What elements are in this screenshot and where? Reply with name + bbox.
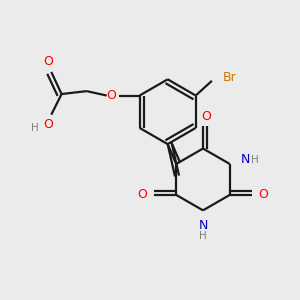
Text: N: N xyxy=(198,219,208,232)
Text: O: O xyxy=(44,55,53,68)
Text: O: O xyxy=(201,110,211,123)
Text: O: O xyxy=(107,89,117,102)
Text: H: H xyxy=(31,123,39,133)
Text: O: O xyxy=(44,118,53,131)
Text: H: H xyxy=(199,231,207,241)
Text: O: O xyxy=(137,188,147,201)
Text: O: O xyxy=(259,188,269,201)
Text: H: H xyxy=(251,154,259,165)
Text: N: N xyxy=(240,153,250,166)
Text: Br: Br xyxy=(223,71,237,84)
